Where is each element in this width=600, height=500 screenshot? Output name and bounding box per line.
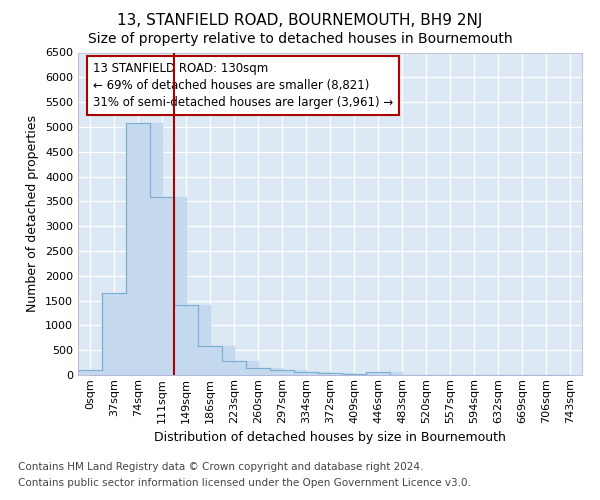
X-axis label: Distribution of detached houses by size in Bournemouth: Distribution of detached houses by size …: [154, 431, 506, 444]
Y-axis label: Number of detached properties: Number of detached properties: [26, 116, 40, 312]
Text: Contains public sector information licensed under the Open Government Licence v3: Contains public sector information licen…: [18, 478, 471, 488]
Text: 13 STANFIELD ROAD: 130sqm
← 69% of detached houses are smaller (8,821)
31% of se: 13 STANFIELD ROAD: 130sqm ← 69% of detac…: [93, 62, 394, 109]
Text: Contains HM Land Registry data © Crown copyright and database right 2024.: Contains HM Land Registry data © Crown c…: [18, 462, 424, 472]
Text: Size of property relative to detached houses in Bournemouth: Size of property relative to detached ho…: [88, 32, 512, 46]
Text: 13, STANFIELD ROAD, BOURNEMOUTH, BH9 2NJ: 13, STANFIELD ROAD, BOURNEMOUTH, BH9 2NJ: [118, 12, 482, 28]
